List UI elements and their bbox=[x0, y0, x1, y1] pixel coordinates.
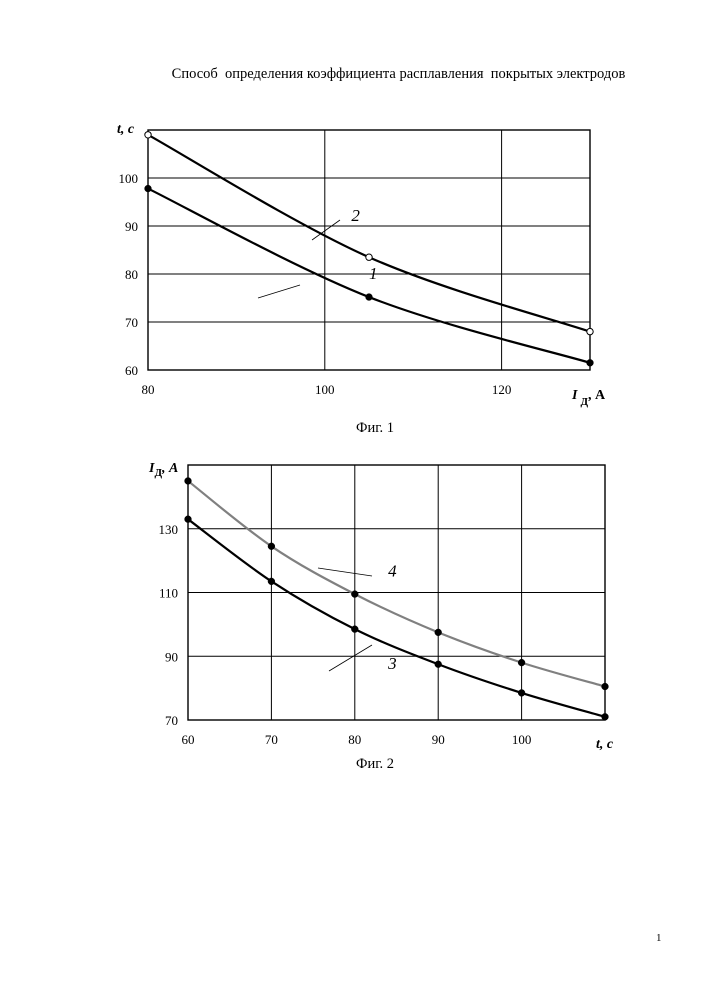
fig2-series-4-point-2 bbox=[351, 591, 358, 598]
fig2-series-3-label: 3 bbox=[387, 654, 397, 673]
figure-2-caption: Фиг. 2 bbox=[356, 756, 394, 773]
fig2-x-tick-label-80: 80 bbox=[348, 732, 361, 747]
fig1-plot-frame bbox=[148, 130, 590, 370]
fig2-series-3-point-2 bbox=[351, 626, 358, 633]
fig2-series-3-point-5 bbox=[602, 713, 609, 720]
fig2-series-3-point-4 bbox=[518, 690, 525, 697]
fig1-series-1-point-2 bbox=[587, 359, 594, 366]
fig2-series-3-line bbox=[188, 519, 605, 717]
fig2-series-4-point-1 bbox=[268, 543, 275, 550]
fig1-series-1-label: 1 bbox=[369, 264, 378, 283]
fig2-series-3-point-3 bbox=[435, 661, 442, 668]
fig1-series-1-leader bbox=[258, 285, 300, 298]
fig2-y-tick-label-110: 110 bbox=[159, 586, 178, 601]
fig2-series-3-point-1 bbox=[268, 578, 275, 585]
figure-1-caption: Фиг. 1 bbox=[356, 420, 394, 437]
fig2-x-tick-label-100: 100 bbox=[512, 732, 532, 747]
fig2-series-4-point-3 bbox=[435, 629, 442, 636]
fig2-y-tick-label-90: 90 bbox=[165, 649, 178, 664]
fig1-series-2-label: 2 bbox=[351, 206, 360, 225]
fig2-y-tick-label-130: 130 bbox=[159, 522, 179, 537]
fig2-series-4-point-4 bbox=[518, 659, 525, 666]
fig2-series-3-point-0 bbox=[185, 516, 192, 523]
fig1-x-tick-label-120: 120 bbox=[492, 382, 512, 397]
fig1-y-tick-label-60: 60 bbox=[125, 363, 138, 378]
fig1-series-1-point-1 bbox=[366, 294, 373, 301]
fig1-y-tick-label-70: 70 bbox=[125, 315, 138, 330]
fig1-x-tick-label-100: 100 bbox=[315, 382, 335, 397]
fig1-series-1-point-0 bbox=[145, 185, 152, 192]
fig2-series-4-point-0 bbox=[185, 478, 192, 485]
fig2-y-axis-label: IД, А bbox=[148, 461, 178, 479]
fig1-x-axis-label: IД, А bbox=[571, 388, 606, 408]
fig1-series-2-point-2 bbox=[587, 328, 593, 334]
fig1-y-tick-label-80: 80 bbox=[125, 267, 138, 282]
page-number: 1 bbox=[656, 932, 662, 944]
fig2-x-axis-label: t, с bbox=[596, 737, 614, 752]
fig1-y-axis-label: t, с bbox=[117, 122, 135, 137]
fig1-y-tick-label-90: 90 bbox=[125, 219, 138, 234]
fig2-series-4-leader bbox=[318, 568, 372, 576]
fig1-series-2-point-0 bbox=[145, 132, 151, 138]
fig2-y-tick-label-70: 70 bbox=[165, 713, 178, 728]
fig2-x-tick-label-90: 90 bbox=[432, 732, 445, 747]
fig2-series-3-leader bbox=[329, 645, 372, 671]
fig1-x-tick-label-80: 80 bbox=[142, 382, 155, 397]
fig2-x-tick-label-60: 60 bbox=[182, 732, 195, 747]
fig1-series-2-point-1 bbox=[366, 254, 372, 260]
fig2-x-tick-label-70: 70 bbox=[265, 732, 278, 747]
fig2-series-4-point-5 bbox=[602, 683, 609, 690]
fig2-series-4-label: 4 bbox=[388, 562, 397, 581]
fig1-series-2-line bbox=[148, 135, 590, 332]
fig1-y-tick-label-100: 100 bbox=[119, 171, 139, 186]
